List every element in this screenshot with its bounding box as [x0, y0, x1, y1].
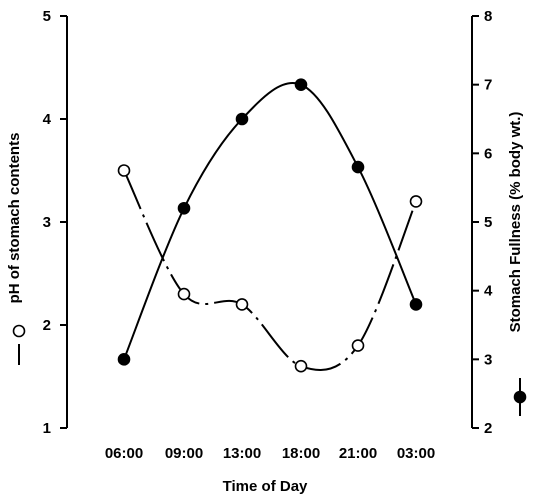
series-2-point: [351, 160, 365, 174]
left-y-axis: 1 2 3 4 5: [43, 8, 68, 437]
series-1-point: [117, 164, 131, 177]
x-tick-label: 03:00: [397, 445, 435, 462]
left-y-tick-label: 2: [43, 317, 51, 334]
right-y-axis-title: Stomach Fullness (% body wt.): [507, 112, 524, 333]
series-1-point: [409, 195, 423, 208]
right-y-tick-label: 7: [484, 77, 492, 94]
right-y-tick-label: 5: [484, 214, 492, 231]
series-2-point: [235, 112, 249, 126]
series-2-point: [409, 298, 423, 311]
left-y-tick-label: 4: [43, 111, 52, 128]
left-y-axis-title: pH of stomach contents: [6, 133, 23, 304]
series-2-point: [294, 78, 308, 91]
left-legend-key-marker: [12, 324, 26, 338]
x-tick-label: 18:00: [282, 445, 320, 462]
series-2-line: [123, 82, 417, 360]
left-y-tick-label: 3: [43, 214, 51, 231]
x-axis-ticks: 06:00 09:00 13:00 18:00 21:00 03:00: [105, 445, 435, 462]
series-2-point: [117, 353, 131, 366]
right-y-axis: 2 3 4 5 6 7 8: [471, 8, 493, 437]
right-legend-key-marker: [513, 390, 527, 404]
series-layer: [117, 78, 423, 373]
series-1-line: [123, 170, 417, 372]
right-y-tick-label: 6: [484, 145, 492, 162]
series-1-point: [235, 298, 249, 311]
left-legend-key: [12, 324, 26, 365]
series-1-point: [177, 287, 191, 301]
right-y-tick-label: 3: [484, 351, 492, 368]
series-2-point: [177, 201, 191, 215]
x-tick-label: 13:00: [223, 445, 261, 462]
right-y-tick-label: 4: [484, 283, 493, 300]
right-y-tick-label: 2: [484, 420, 492, 437]
x-tick-label: 21:00: [339, 445, 377, 462]
x-tick-label: 06:00: [105, 445, 143, 462]
right-y-tick-label: 8: [484, 8, 492, 25]
left-y-tick-label: 5: [43, 8, 51, 25]
series-1-point: [351, 339, 365, 352]
left-y-tick-label: 1: [43, 420, 51, 437]
x-axis-title: Time of Day: [223, 478, 308, 495]
series-1-point: [294, 359, 308, 373]
x-tick-label: 09:00: [165, 445, 203, 462]
right-legend-key: [513, 378, 527, 416]
